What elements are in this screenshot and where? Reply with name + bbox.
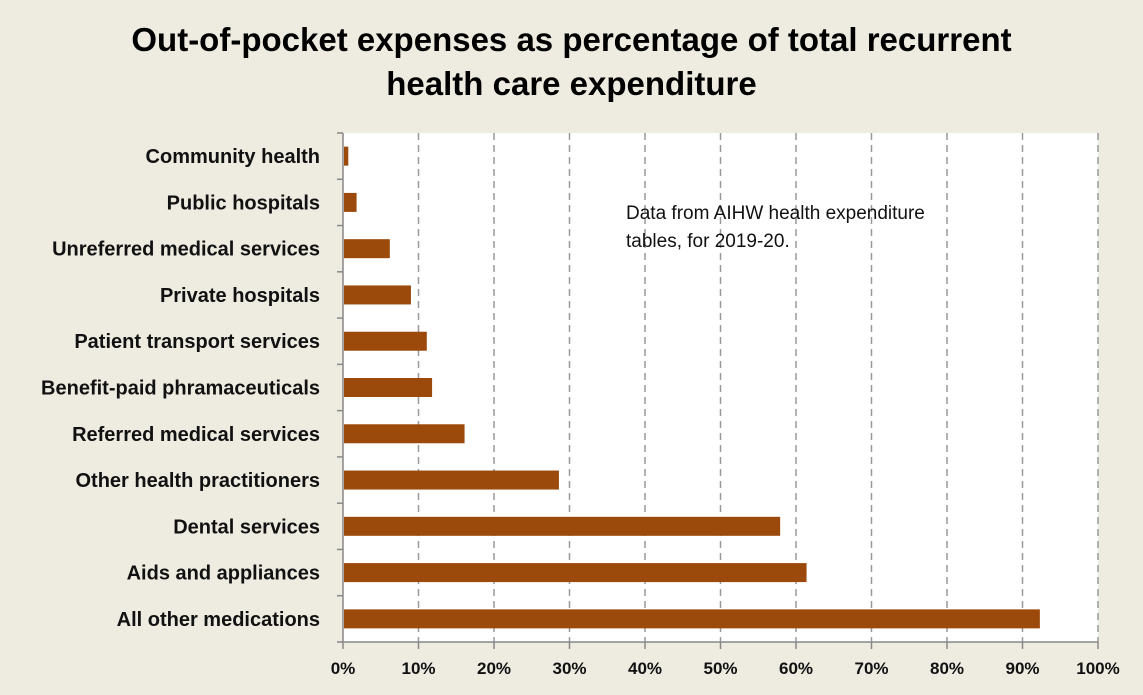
bar [344,470,559,490]
category-label: All other medications [117,609,320,631]
x-tick-labels: 0% 10% 20% 30% 40% 50% 60% 70% 80% 90% 100% [331,659,1120,678]
category-label: Aids and appliances [127,563,320,585]
bar [344,609,1040,629]
category-label: Public hospitals [167,192,320,214]
chart-title: Out-of-pocket expenses as percentage of … [0,18,1143,106]
chart-title-line1: Out-of-pocket expenses as percentage of … [131,21,1012,58]
category-label: Referred medical services [72,424,320,446]
x-tick-label: 20% [477,659,511,678]
category-label: Community health [146,146,320,168]
axes [337,132,1099,649]
category-label: Unreferred medical services [52,239,320,261]
chart-title-line2: health care expenditure [386,65,757,102]
annotation-line2: tables, for 2019-20. [626,231,790,252]
x-tick-label: 80% [930,659,964,678]
x-tick-label: 0% [331,659,356,678]
category-label: Benefit-paid phramaceuticals [41,378,320,400]
bar [344,424,465,444]
bar [344,516,781,536]
x-tick-label: 40% [628,659,662,678]
x-tick-label: 70% [854,659,888,678]
x-tick-label: 100% [1076,659,1119,678]
bar [344,285,411,305]
category-label: Private hospitals [160,285,320,307]
bars [344,146,1040,629]
x-tick-label: 50% [703,659,737,678]
category-label: Dental services [173,516,320,538]
bar [344,378,433,397]
bar [344,146,349,166]
bar [344,192,357,212]
category-labels: Community health Public hospitals Unreferr… [41,146,320,631]
x-tick-label: 60% [779,659,813,678]
gridlines [417,133,1099,642]
bar [344,239,390,259]
x-tick-label: 90% [1005,659,1039,678]
x-tick-label: 30% [552,659,586,678]
x-tick-label: 10% [401,659,435,678]
category-label: Other health practitioners [76,470,321,492]
category-label: Patient transport services [74,331,320,353]
annotation-line1: Data from AIHW health expenditure [626,203,925,224]
bar [344,563,807,583]
bar [344,331,427,351]
